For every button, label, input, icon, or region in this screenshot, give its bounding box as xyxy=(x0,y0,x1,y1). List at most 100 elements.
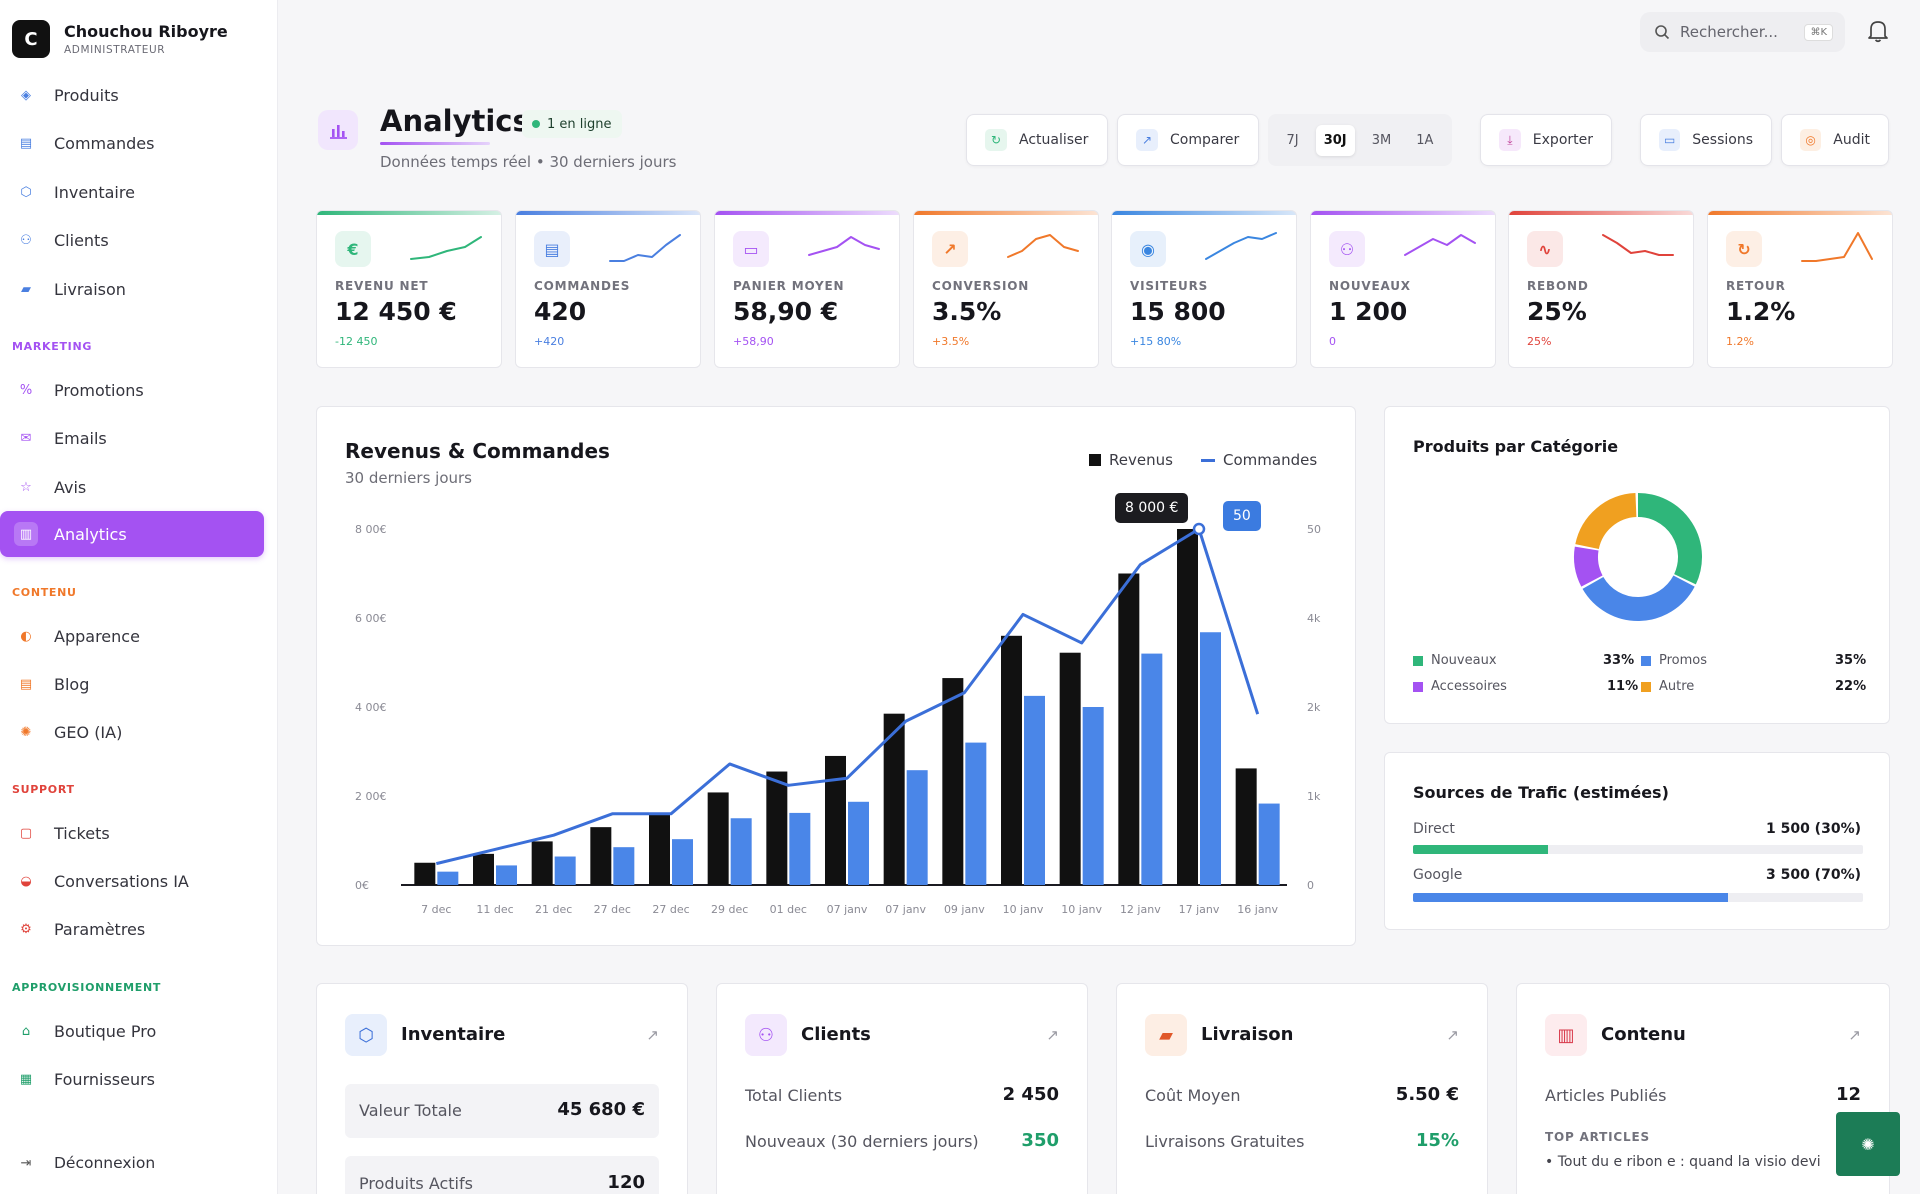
tooltip-orders: 50 xyxy=(1223,501,1261,531)
kpi-card-commandes[interactable]: ▤ COMMANDES 420 +420 xyxy=(515,210,701,368)
y-left-tick-label: 6 00€ xyxy=(355,612,387,625)
store-icon: ⌂ xyxy=(21,1023,31,1039)
cube-icon: ⬡ xyxy=(345,1014,387,1056)
users-icon: ⚇ xyxy=(20,232,32,248)
revenue-bar xyxy=(590,827,612,885)
donut-slice[interactable] xyxy=(1575,493,1638,550)
legend-swatch xyxy=(1641,655,1651,666)
kpi-value: 3.5% xyxy=(932,297,1002,326)
external-link-icon[interactable]: ↗ xyxy=(1848,1026,1861,1044)
revenue-bar xyxy=(414,862,436,885)
legend-label: Accessoires xyxy=(1431,679,1507,694)
top-article-item[interactable]: • Tout du e ribon e : quand la visio dev… xyxy=(1545,1154,1821,1170)
donut-slice[interactable] xyxy=(1637,493,1702,585)
sidebar-item-parametres[interactable]: ⚙ Paramètres xyxy=(0,906,264,952)
kpi-card-panier-moyen[interactable]: ▭ PANIER MOYEN 58,90 € +58,90 xyxy=(714,210,900,368)
brand[interactable]: C Chouchou Riboyre ADMINISTRATEUR xyxy=(12,20,228,58)
external-link-icon[interactable]: ↗ xyxy=(1446,1026,1459,1044)
sidebar-item-conversations[interactable]: ◒ Conversations IA xyxy=(0,858,264,904)
kpi-value: 58,90 € xyxy=(733,297,839,326)
sidebar-item-clients[interactable]: ⚇ Clients xyxy=(0,217,264,263)
users-icon: ⚇ xyxy=(745,1014,787,1056)
sidebar-item-inventaire[interactable]: ⬡ Inventaire xyxy=(0,169,264,215)
revenue-bar xyxy=(766,771,788,885)
range-3m[interactable]: 3M xyxy=(1371,132,1392,148)
traffic-source-fill xyxy=(1413,845,1548,854)
sparkle-icon: ✺ xyxy=(1861,1134,1875,1154)
sidebar-item-blog[interactable]: ▤ Blog xyxy=(0,661,264,707)
external-link-icon[interactable]: ↗ xyxy=(646,1026,659,1044)
kpi-sparkline xyxy=(1404,234,1476,256)
clients-card: ⚇ Clients ↗ Total Clients 2 450 Nouveaux… xyxy=(716,983,1088,1194)
search-input[interactable]: Rechercher... ⌘K xyxy=(1640,12,1845,52)
refresh-button-label: Actualiser xyxy=(1019,132,1089,148)
y-right-tick-label: 50 xyxy=(1307,523,1321,536)
range-30j[interactable]: 30J xyxy=(1315,124,1355,156)
sidebar-item-avis[interactable]: ☆ Avis xyxy=(0,464,264,510)
delivery-card: ▰ Livraison ↗ Coût Moyen 5.50 € Livraiso… xyxy=(1116,983,1488,1194)
sidebar-item-label: Conversations IA xyxy=(54,871,189,891)
compare-button[interactable]: ↗ Comparer xyxy=(1117,114,1259,166)
audit-button[interactable]: ◎ Audit xyxy=(1781,114,1889,166)
euro-icon: € xyxy=(335,231,371,267)
sidebar-item-fournisseurs[interactable]: ▦ Fournisseurs xyxy=(0,1056,264,1102)
kpi-label: CONVERSION xyxy=(932,279,1030,293)
x-tick-label: 07 janv xyxy=(885,903,926,916)
status-badge: 1 en ligne xyxy=(522,110,622,138)
sidebar-item-geo[interactable]: ✺ GEO (IA) xyxy=(0,709,264,755)
revenue-panel-subtitle: 30 derniers jours xyxy=(345,469,472,487)
sidebar-item-tickets[interactable]: ▢ Tickets xyxy=(0,810,264,856)
sidebar-item-analytics[interactable]: ▥ Analytics xyxy=(0,511,264,557)
kpi-accent-bar xyxy=(1112,211,1296,215)
range-1a[interactable]: 1A xyxy=(1416,132,1434,148)
sidebar: C Chouchou Riboyre ADMINISTRATEUR ◈ Prod… xyxy=(0,0,278,1194)
date-range-selector: 7J 30J 3M 1A xyxy=(1268,114,1452,166)
sidebar-item-commandes[interactable]: ▤ Commandes xyxy=(0,120,264,166)
truck-icon: ▰ xyxy=(1145,1014,1187,1056)
logout-button[interactable]: ⇥ Déconnexion xyxy=(0,1140,264,1186)
sidebar-item-produits[interactable]: ◈ Produits xyxy=(0,72,264,118)
range-7j[interactable]: 7J xyxy=(1286,132,1299,148)
revenue-bar-secondary xyxy=(906,770,928,885)
sidebar-item-label: Produits xyxy=(54,85,119,105)
kpi-card-visiteurs[interactable]: ◉ VISITEURS 15 800 +15 80% xyxy=(1111,210,1297,368)
sidebar-item-label: Blog xyxy=(54,674,90,694)
external-link-icon[interactable]: ↗ xyxy=(1046,1026,1059,1044)
assistant-fab-button[interactable]: ✺ xyxy=(1836,1112,1900,1176)
kpi-card-revenu-net[interactable]: € REVENU NET 12 450 € -12 450 xyxy=(316,210,502,368)
bell-icon[interactable] xyxy=(1866,18,1890,44)
row-value: 12 xyxy=(1835,1084,1861,1105)
revenue-bar xyxy=(883,713,905,885)
sidebar-item-apparence[interactable]: ◐ Apparence xyxy=(0,613,264,659)
donut-slice[interactable] xyxy=(1582,575,1695,621)
sidebar-item-label: Emails xyxy=(54,428,107,448)
kpi-sparkline xyxy=(1205,232,1277,260)
sidebar-item-promotions[interactable]: % Promotions xyxy=(0,367,264,413)
refresh-button[interactable]: ↻ Actualiser xyxy=(966,114,1108,166)
export-button[interactable]: ⤓ Exporter xyxy=(1480,114,1612,166)
kpi-card-conversion[interactable]: ↗ CONVERSION 3.5% +3.5% xyxy=(913,210,1099,368)
sidebar-item-label: Avis xyxy=(54,477,87,497)
sidebar-item-livraison[interactable]: ▰ Livraison xyxy=(0,266,264,312)
x-tick-label: 29 dec xyxy=(711,903,748,916)
revenue-bar-secondary xyxy=(1082,707,1104,885)
legend-label: Promos xyxy=(1659,653,1708,668)
donut-slice[interactable] xyxy=(1574,546,1603,587)
sidebar-item-emails[interactable]: ✉ Emails xyxy=(0,415,264,461)
kpi-label: REBOND xyxy=(1527,279,1589,293)
kpi-card-retour[interactable]: ↻ RETOUR 1.2% 1.2% xyxy=(1707,210,1893,368)
legend-pct: 11% xyxy=(1607,679,1639,694)
kpi-card-rebond[interactable]: ∿ REBOND 25% 25% xyxy=(1508,210,1694,368)
donut-legend-item: Accessoires xyxy=(1413,679,1507,694)
revenue-panel: Revenus & Commandes 30 derniers jours Re… xyxy=(316,406,1356,946)
kpi-card-nouveaux[interactable]: ⚇ NOUVEAUX 1 200 0 xyxy=(1310,210,1496,368)
audit-icon: ◎ xyxy=(1800,129,1822,151)
ticket-icon: ▢ xyxy=(19,825,33,841)
sidebar-item-boutique-pro[interactable]: ⌂ Boutique Pro xyxy=(0,1008,264,1054)
kpi-value: 1 200 xyxy=(1329,297,1408,326)
revenue-bar-secondary xyxy=(437,871,459,885)
kpi-delta: +15 80% xyxy=(1130,335,1182,348)
revenue-bar xyxy=(1235,768,1257,885)
sessions-button[interactable]: ▭ Sessions xyxy=(1640,114,1772,166)
y-right-tick-label: 2k xyxy=(1307,701,1321,714)
